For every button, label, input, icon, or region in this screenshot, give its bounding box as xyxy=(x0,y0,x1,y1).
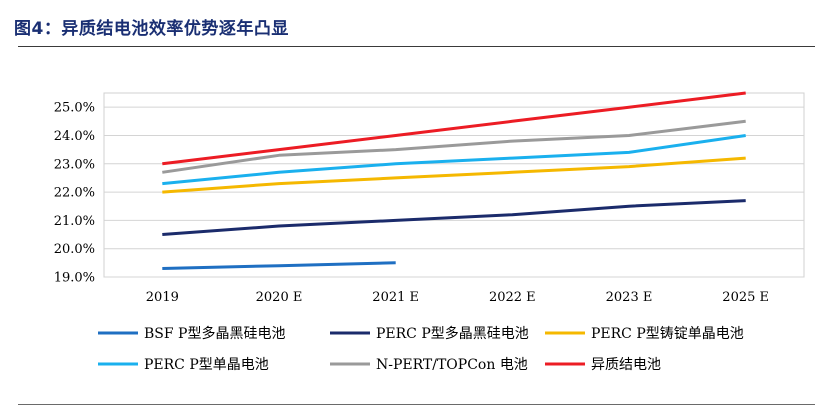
x-tick-label: 2022 E xyxy=(489,290,536,305)
x-tick-label: 2021 E xyxy=(372,290,419,305)
y-tick-label: 22.0% xyxy=(54,186,95,201)
series-line-5 xyxy=(162,119,746,174)
legend-label: BSF P型多晶黑硅电池 xyxy=(144,325,285,342)
series-line-6 xyxy=(162,91,746,166)
legend-label: PERC P型单晶电池 xyxy=(144,357,269,373)
legend-label: N-PERT/TOPCon 电池 xyxy=(376,357,528,373)
y-tick-label: 21.0% xyxy=(54,214,95,229)
legend-label: 异质结电池 xyxy=(591,357,661,373)
series-line-1 xyxy=(162,261,396,270)
x-tick-label: 2023 E xyxy=(606,290,653,305)
figure-title: 图4：异质结电池效率优势逐年凸显 xyxy=(14,19,289,39)
legend-item: BSF P型多晶黑硅电池 xyxy=(98,325,285,342)
series-line-3 xyxy=(162,156,746,194)
y-tick-label: 20.0% xyxy=(54,242,95,257)
y-tick-label: 23.0% xyxy=(54,157,95,172)
x-tick-label: 2020 E xyxy=(256,290,303,305)
legend-item: PERC P型铸锭单晶电池 xyxy=(545,326,744,342)
y-tick-label: 25.0% xyxy=(54,101,95,116)
bottom-rule xyxy=(18,404,815,405)
legend-item: PERC P型单晶电池 xyxy=(98,357,269,373)
legend-item: 异质结电池 xyxy=(545,357,661,373)
legend-label: PERC P型多晶黑硅电池 xyxy=(376,325,529,342)
series-line-4 xyxy=(162,134,746,186)
y-tick-label: 24.0% xyxy=(54,129,95,144)
top-rule xyxy=(18,46,815,47)
plot-area-border xyxy=(103,92,805,278)
legend-item: N-PERT/TOPCon 电池 xyxy=(330,357,528,373)
legend-label: PERC P型铸锭单晶电池 xyxy=(591,326,744,342)
y-tick-label: 19.0% xyxy=(54,271,95,286)
series-line-2 xyxy=(162,199,746,236)
legend-item: PERC P型多晶黑硅电池 xyxy=(330,325,529,342)
x-tick-label: 2025 E xyxy=(722,290,769,305)
x-tick-label: 2019 xyxy=(146,290,179,305)
